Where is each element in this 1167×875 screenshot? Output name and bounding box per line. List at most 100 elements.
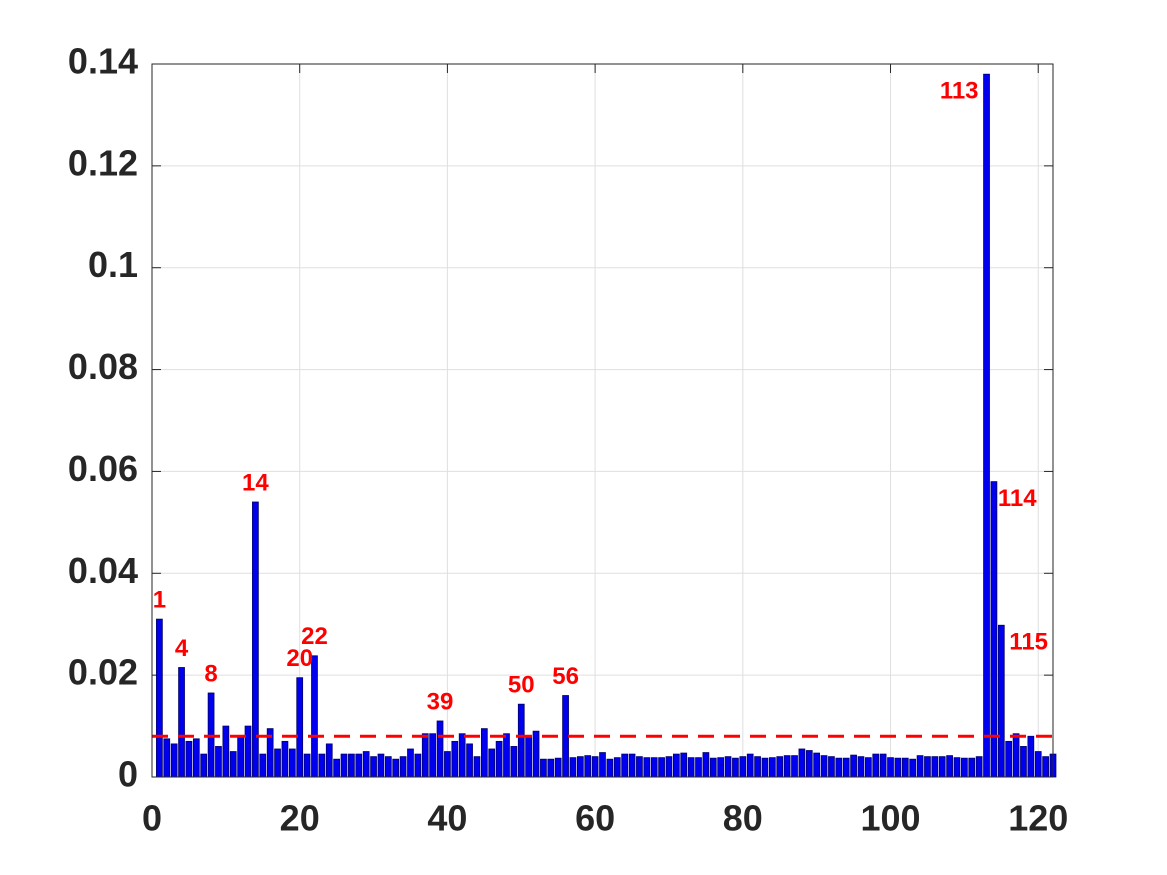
bar [672,753,680,778]
bar [820,755,828,778]
bar [458,733,466,778]
annotation: 114 [998,485,1037,512]
bar [244,725,252,778]
bar [311,655,318,778]
bar [178,667,185,778]
bar [562,695,569,778]
bar [584,755,592,778]
bar [687,757,695,778]
bar [392,758,400,778]
bar [325,743,333,778]
bar [288,748,296,778]
axes-box [151,63,1054,778]
bar [791,755,798,778]
bar [606,758,614,778]
bar [532,730,540,778]
bar [503,733,510,778]
bar [296,677,304,778]
annotation: 39 [427,688,454,715]
x-tick-label: 0 [142,798,162,839]
bar [1005,740,1013,778]
bar [997,624,1005,778]
bar [769,757,776,778]
bar [303,753,311,778]
bar [384,756,392,778]
y-tick-label: 0.06 [68,448,138,489]
bar [473,756,481,778]
annotation: 14 [242,469,269,496]
bar [185,740,193,778]
bar [850,754,857,778]
bar [488,748,496,778]
bar [658,757,665,778]
bar [613,757,621,778]
bar [547,758,555,778]
bar [835,757,843,778]
bar [436,720,444,778]
x-tick-label: 60 [575,798,615,839]
bar [1012,733,1020,778]
bar [872,753,880,778]
bar [931,756,939,778]
bar [968,757,976,778]
bar [746,753,754,778]
bar [362,751,370,778]
bar [333,758,340,778]
bar [377,753,385,778]
bar [414,753,422,778]
y-tick-label: 0.1 [88,244,138,285]
bar [429,733,436,778]
bar [990,481,998,778]
bar [916,755,924,778]
bar [370,756,377,778]
bar [783,755,791,778]
bar [407,748,414,778]
annotation: 1 [153,586,166,613]
bar [643,757,651,778]
x-tick-label: 40 [427,798,467,839]
bar [540,758,547,778]
bar [813,752,821,778]
bar [444,751,451,778]
bar [156,618,163,778]
bar [340,753,348,778]
bar [805,750,813,778]
bar [170,743,178,778]
annotation: 115 [1009,629,1048,656]
bar [1034,751,1042,778]
bar [709,757,717,778]
bar [554,757,562,778]
bar [495,740,503,778]
bar [348,753,355,778]
bar [924,756,931,778]
x-tick-label: 100 [860,798,920,839]
annotation: 22 [301,623,328,650]
bar [739,756,747,778]
bar [517,703,525,778]
bar [628,753,636,778]
bar [399,756,407,778]
x-tick-label: 20 [280,798,320,839]
bar [1027,735,1035,778]
bar [695,757,702,778]
bar [451,740,459,778]
bar [894,757,902,778]
bar [975,756,983,778]
bar [576,756,584,778]
y-tick-label: 0.04 [68,550,138,591]
bar [879,753,887,778]
bar [842,757,850,778]
annotation: 50 [508,672,535,699]
bar [274,748,281,778]
bar [229,751,237,778]
bar [621,753,629,778]
bar [636,756,643,778]
bar [946,755,953,778]
bar [281,740,289,778]
bar [724,756,732,778]
bar [828,756,835,778]
bar [525,735,533,778]
bar [510,746,518,778]
y-tick-label: 0.14 [68,41,138,82]
